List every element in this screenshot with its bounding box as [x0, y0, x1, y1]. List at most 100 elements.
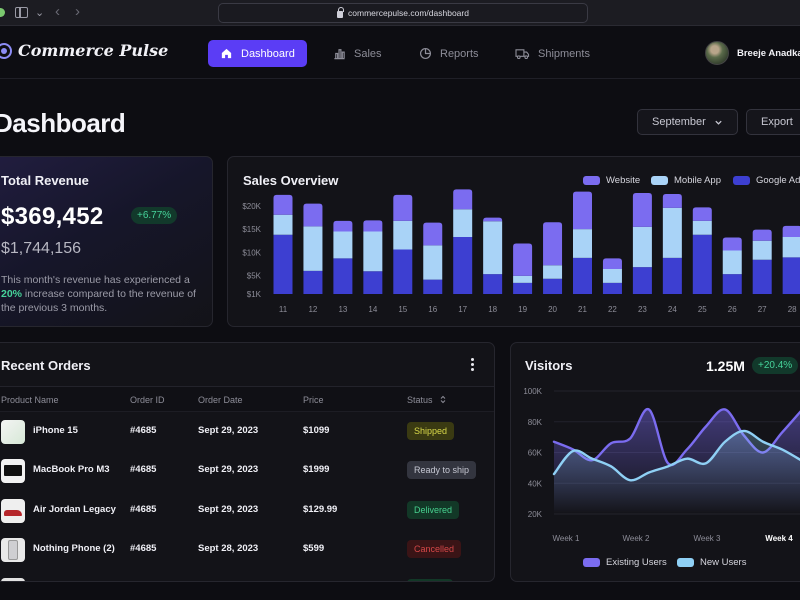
- y-tick-label: 100K: [523, 387, 542, 396]
- legend-item-existing-users[interactable]: Existing Users: [583, 557, 667, 568]
- nav-tab-label: Sales: [354, 47, 382, 60]
- product-image-icon: [1, 578, 25, 581]
- bar-segment: [363, 271, 383, 294]
- x-tick-label: 22: [608, 305, 617, 314]
- sidebar-toggle-icon[interactable]: [15, 7, 28, 18]
- bar-segment: [782, 237, 800, 258]
- column-header[interactable]: Order ID: [130, 395, 165, 405]
- order-price: $129.99: [303, 504, 338, 515]
- address-url: commercepulse.com/dashboard: [348, 8, 469, 18]
- description-highlight: 20%: [1, 288, 23, 300]
- chevron-down-icon[interactable]: ⌄: [35, 7, 45, 19]
- column-header[interactable]: Order Date: [198, 395, 243, 405]
- nav-tab-label: Shipments: [538, 47, 590, 60]
- table-row[interactable]: [0, 570, 494, 581]
- visitors-change-badge: +20.4%: [752, 357, 799, 374]
- bar-segment: [393, 194, 413, 221]
- laptop-product-image-icon: [1, 459, 25, 483]
- legend-item-mobile-app[interactable]: Mobile App: [651, 175, 721, 186]
- month-filter-dropdown[interactable]: September: [637, 109, 738, 135]
- sort-icon[interactable]: [440, 395, 446, 404]
- export-button[interactable]: Export: [746, 109, 800, 135]
- bar-segment: [273, 194, 293, 215]
- order-id: #4685: [130, 425, 157, 436]
- nav-tab-shipments[interactable]: Shipments: [503, 40, 602, 67]
- window-control-icon[interactable]: [0, 8, 5, 17]
- user-name: Breeje Anadkat: [737, 47, 800, 59]
- chevron-down-icon: [715, 120, 722, 125]
- bar-segment: [632, 226, 652, 268]
- x-tick-label: 27: [758, 305, 767, 314]
- x-tick-label: 28: [788, 305, 797, 314]
- nav-tab-reports[interactable]: Reports: [407, 40, 491, 67]
- bar-segment: [573, 257, 592, 294]
- bar-segment: [573, 229, 592, 258]
- bar-segment: [722, 237, 742, 251]
- bar-segment: [363, 231, 383, 272]
- order-date: Sept 29, 2023: [198, 504, 259, 515]
- bar-segment: [752, 240, 772, 260]
- order-id: #4685: [130, 504, 157, 515]
- bar-segment: [782, 257, 800, 294]
- address-bar[interactable]: commercepulse.com/dashboard: [218, 3, 588, 23]
- bar-segment: [483, 217, 503, 222]
- nav-tab-sales[interactable]: Sales: [321, 40, 394, 67]
- column-header[interactable]: Status: [407, 395, 433, 405]
- bar-segment: [632, 267, 652, 294]
- legend-swatch: [733, 176, 750, 185]
- bar-segment: [543, 278, 563, 294]
- bar-segment: [722, 274, 742, 294]
- card-title: Recent Orders: [1, 358, 91, 373]
- forward-arrow-icon[interactable]: ›: [75, 3, 80, 20]
- y-tick-label: 20K: [528, 510, 543, 519]
- brand[interactable]: Commerce Pulse: [0, 41, 168, 60]
- bar-segment: [543, 222, 563, 266]
- y-tick-label: $10K: [242, 248, 261, 257]
- table-row[interactable]: iPhone 15 #4685 Sept 29, 2023 $1099 Ship…: [0, 412, 494, 452]
- nav-tab-label: Reports: [440, 47, 479, 60]
- home-icon: [221, 48, 232, 59]
- x-tick-label: Week 3: [694, 534, 722, 543]
- avatar[interactable]: [705, 41, 729, 65]
- legend-item-website[interactable]: Website: [583, 175, 640, 186]
- card-title: Sales Overview: [243, 173, 339, 188]
- order-date: Sept 29, 2023: [198, 425, 259, 436]
- nav-tab-label: Dashboard: [241, 47, 295, 60]
- x-tick-label: 21: [578, 305, 587, 314]
- order-id: #4685: [130, 464, 157, 475]
- bar-segment: [303, 270, 323, 294]
- order-price: $1099: [303, 425, 330, 436]
- brand-name: Commerce Pulse: [18, 41, 169, 60]
- bar-segment: [692, 207, 712, 221]
- bar-segment: [513, 275, 533, 283]
- visitors-card: Visitors 1.25M +20.4% 100K 80K 60K 40K 20K We…: [510, 342, 800, 582]
- column-header[interactable]: Product Name: [1, 395, 59, 405]
- x-tick-label: 12: [308, 305, 317, 314]
- x-tick-label: Week 2: [623, 534, 651, 543]
- x-tick-label: Week 1: [553, 534, 581, 543]
- series-line: [552, 429, 800, 482]
- table-row[interactable]: Air Jordan Legacy #4685 Sept 29, 2023 $1…: [0, 491, 494, 531]
- user-menu[interactable]: Breeje Anadkat: [705, 41, 800, 65]
- back-arrow-icon[interactable]: ‹: [55, 3, 60, 20]
- legend-item-google-ads[interactable]: Google Ads: [733, 175, 800, 186]
- bar-segment: [602, 268, 622, 283]
- bar-segment: [752, 259, 772, 294]
- bar-segment: [722, 250, 742, 275]
- column-header[interactable]: Price: [303, 395, 324, 405]
- bar-segment: [483, 274, 503, 294]
- bar-segment: [543, 265, 563, 279]
- bar-segment: [303, 203, 323, 227]
- nav-tab-dashboard[interactable]: Dashboard: [208, 40, 307, 67]
- x-tick-label: 13: [338, 305, 347, 314]
- table-row[interactable]: Nothing Phone (2) #4685 Sept 28, 2023 $5…: [0, 530, 494, 570]
- more-options-icon[interactable]: [471, 358, 475, 373]
- y-tick-label: 40K: [528, 479, 543, 488]
- bar-segment: [393, 249, 413, 294]
- legend-item-new-users[interactable]: New Users: [677, 557, 746, 568]
- sales-bar-chart: $20K $15K $10K $5K $1K 11 12 13 14 15 16 17 18 19 20 21…: [242, 189, 800, 314]
- bar-segment: [333, 220, 353, 232]
- bar-chart-icon: [334, 49, 345, 60]
- table-row[interactable]: MacBook Pro M3 #4685 Sept 29, 2023 $1999…: [0, 451, 494, 491]
- y-tick-label: $20K: [242, 202, 261, 211]
